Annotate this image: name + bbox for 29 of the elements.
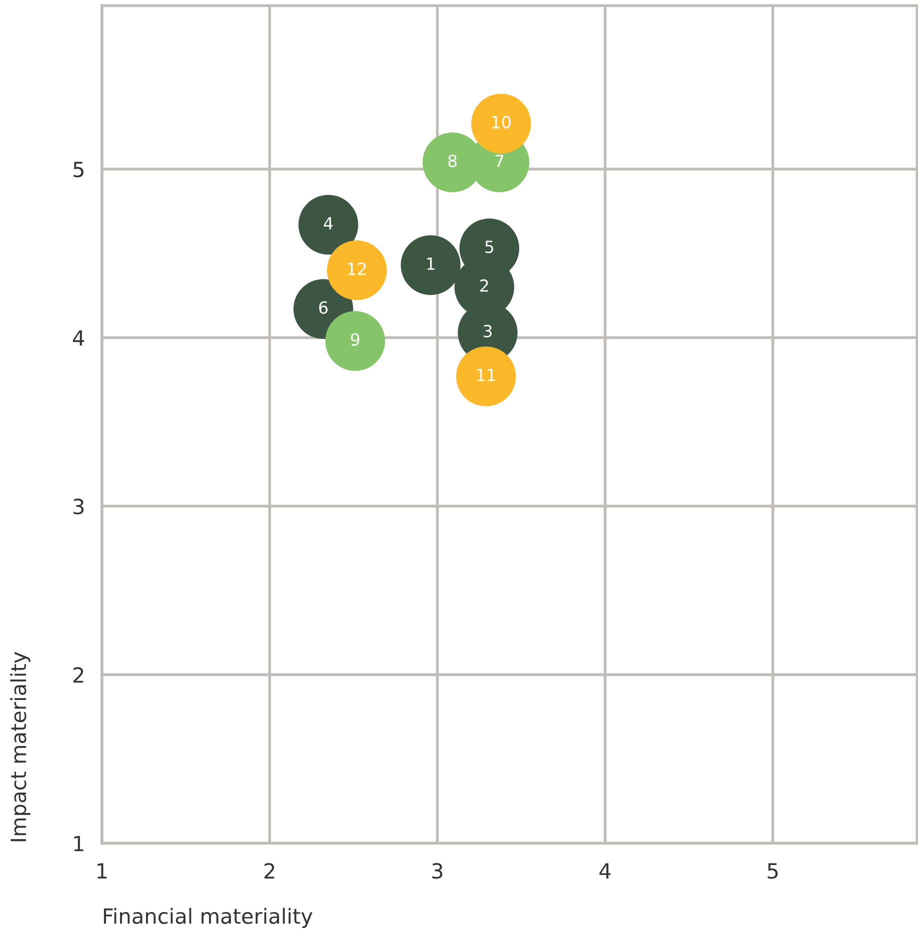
annotation: 10	[492, 116, 511, 128]
annotation: 7	[495, 154, 504, 167]
point	[471, 94, 531, 154]
annotation: 4	[324, 217, 333, 230]
point	[326, 240, 387, 300]
annotation: 9	[350, 333, 360, 346]
x-tick-label: 5	[768, 863, 778, 879]
annotation: 3	[484, 324, 492, 338]
annotation: 12	[348, 262, 366, 275]
point	[400, 235, 461, 296]
annotation: 5	[485, 240, 494, 254]
annotation: 8	[448, 154, 457, 168]
y-tick-label: 4	[72, 330, 84, 346]
annotation: 6	[319, 301, 328, 314]
y-axis-title: Impact materiality	[10, 652, 30, 842]
y-tick-label: 5	[74, 162, 84, 178]
x-tick-label: 3	[432, 863, 442, 879]
x-tick-label: 4	[599, 863, 611, 878]
point	[298, 194, 358, 255]
y-tick-label: 2	[74, 667, 84, 683]
x-tick-label: 1	[98, 863, 107, 878]
point	[456, 346, 516, 406]
annotation: 1	[427, 258, 434, 270]
y-tick-label: 1	[74, 836, 84, 852]
x-tick-label: 2	[264, 863, 274, 878]
annotation: 2	[480, 279, 488, 292]
y-tick-label: 3	[74, 498, 84, 514]
annotation: 11	[477, 368, 496, 381]
x-axis-title: Financial materiality	[104, 908, 312, 928]
